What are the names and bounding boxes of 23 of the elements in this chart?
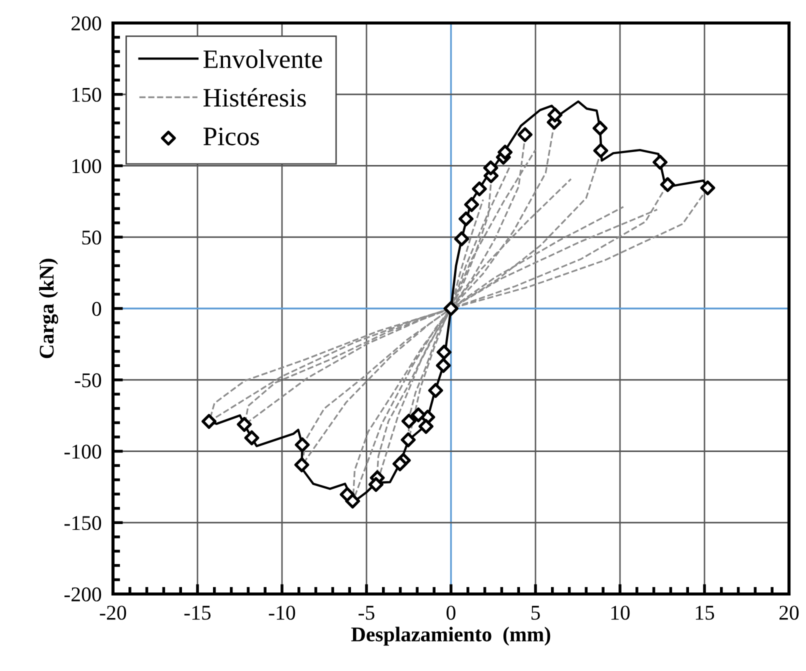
y-tick-label: 0 xyxy=(92,302,102,316)
x-tick-label: -20 xyxy=(100,606,126,620)
x-tick-label: -10 xyxy=(268,606,296,620)
y-tick-label: -50 xyxy=(74,373,102,388)
y-tick-label: 200 xyxy=(72,16,102,30)
y-tick-label: 50 xyxy=(82,230,102,245)
legend-label: Envolvente xyxy=(203,50,322,68)
y-tick-label: 100 xyxy=(72,159,102,174)
x-tick-label: 20 xyxy=(780,606,799,620)
x-axis-title: Desplazamiento (mm) xyxy=(351,626,550,646)
y-tick-label: -200 xyxy=(64,587,102,602)
x-tick-label: 0 xyxy=(446,606,456,620)
y-axis-title: Carga (kN) xyxy=(39,258,58,358)
legend-label: Picos xyxy=(203,128,259,146)
y-tick-label: -100 xyxy=(64,444,102,459)
x-tick-label: 10 xyxy=(611,606,630,620)
x-tick-label: 5 xyxy=(532,606,540,620)
legend-label: Histéresis xyxy=(203,88,306,107)
x-tick-label: -5 xyxy=(358,606,374,620)
x-tick-label: 15 xyxy=(696,606,714,620)
x-tick-label: -15 xyxy=(184,606,211,620)
y-tick-label: -150 xyxy=(64,516,102,530)
y-tick-label: 150 xyxy=(72,88,102,102)
